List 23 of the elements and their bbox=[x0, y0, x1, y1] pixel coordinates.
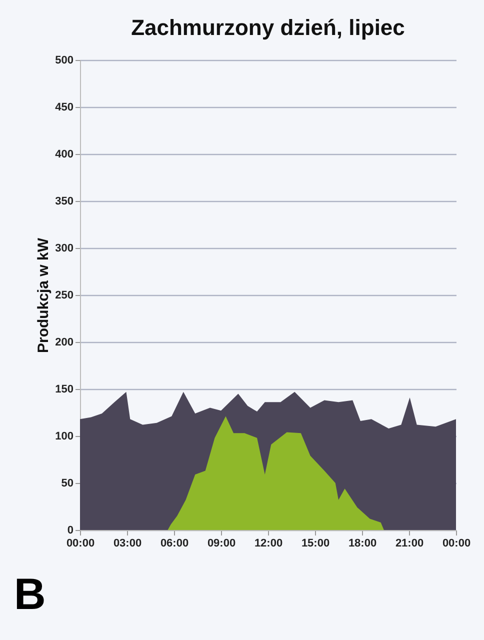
y-axis-title: Produkcja w kW bbox=[35, 237, 52, 354]
x-tick-label: 15:00 bbox=[301, 538, 330, 550]
x-tick-label: 21:00 bbox=[395, 538, 424, 550]
y-tick-label: 450 bbox=[55, 102, 74, 114]
x-tick-label: 00:00 bbox=[66, 538, 95, 550]
y-tick-label: 300 bbox=[55, 242, 74, 254]
chart-title: Zachmurzony dzień, lipiec bbox=[131, 15, 405, 40]
x-tick-label: 09:00 bbox=[207, 538, 236, 550]
text: B bbox=[14, 570, 46, 620]
x-tick-label: 06:00 bbox=[160, 538, 189, 550]
y-tick-label: 400 bbox=[55, 148, 74, 160]
x-tick-label: 12:00 bbox=[254, 538, 283, 550]
y-tick-label: 200 bbox=[55, 336, 74, 348]
x-tick-label: 18:00 bbox=[348, 538, 377, 550]
y-tick-label: 350 bbox=[55, 196, 74, 208]
y-tick-label: 250 bbox=[55, 290, 74, 302]
y-tick-label: 0 bbox=[67, 524, 74, 536]
y-tick-label: 150 bbox=[55, 384, 74, 396]
x-tick-label: 00:00 bbox=[442, 538, 471, 550]
x-tick-label: 03:00 bbox=[113, 538, 142, 550]
y-tick-label: 100 bbox=[55, 430, 74, 442]
y-tick-label: 50 bbox=[61, 478, 74, 490]
y-tick-label: 500 bbox=[55, 54, 74, 66]
